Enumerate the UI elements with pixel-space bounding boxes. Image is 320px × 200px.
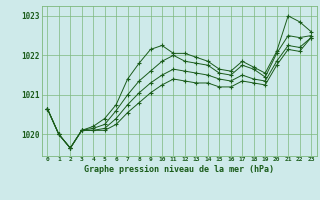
X-axis label: Graphe pression niveau de la mer (hPa): Graphe pression niveau de la mer (hPa) bbox=[84, 165, 274, 174]
